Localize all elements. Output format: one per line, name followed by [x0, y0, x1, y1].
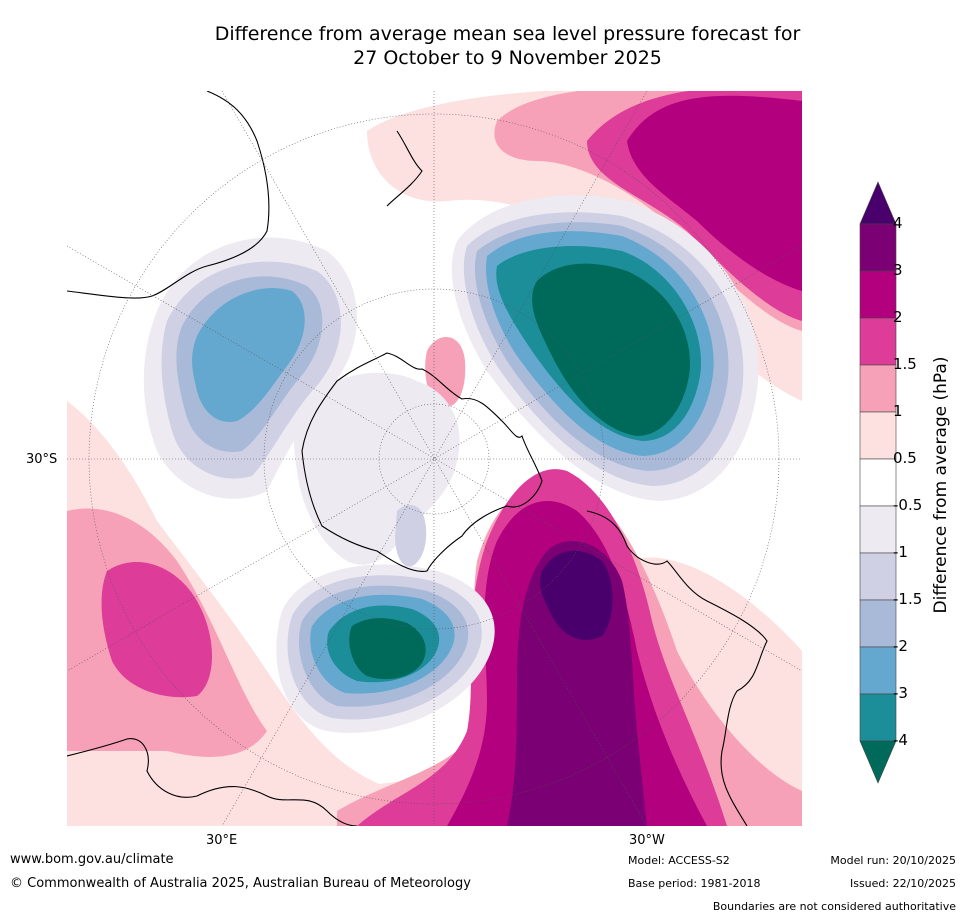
graticule-meridian-diag2 — [221, 91, 648, 826]
new-zealand-coastline — [386, 130, 423, 207]
map-title-line2: 27 October to 9 November 2025 — [353, 47, 662, 69]
map-title-line1: Difference from average mean sea level p… — [214, 23, 801, 45]
longitude-label-30e: 30°E — [206, 833, 238, 848]
south-america-coastline — [586, 510, 768, 826]
colorbar-swatch — [859, 552, 897, 601]
colorbar-tick-label: -1.5 — [893, 590, 923, 608]
africa-coastline — [67, 738, 358, 826]
boundary-disclaimer: Boundaries are not considered authoritat… — [712, 900, 956, 913]
issued-date: Issued: 22/10/2025 — [849, 877, 956, 890]
antarctica-coastline — [301, 352, 543, 572]
anomaly-region-neg-4-south — [349, 618, 426, 680]
colorbar-swatch — [859, 317, 897, 366]
colorbar-swatch — [859, 505, 897, 554]
colorbar-tick-label: 3 — [893, 261, 903, 279]
graticule — [67, 91, 802, 826]
model-name: Model: ACCESS-S2 — [628, 854, 730, 867]
base-period: Base period: 1981-2018 — [628, 877, 761, 890]
colorbar-swatch — [859, 364, 897, 413]
pressure-anomaly-map — [67, 91, 802, 826]
colorbar-tick-label: 2 — [893, 308, 903, 326]
colorbar-tick-label: 1 — [893, 402, 903, 420]
graticule-meridian-diag3 — [221, 91, 648, 826]
coastlines — [67, 91, 768, 826]
colorbar-swatch — [859, 223, 897, 272]
colorbar-swatch — [859, 411, 897, 460]
anomaly-region-pos-4-south — [540, 550, 613, 640]
colorbar-swatches — [859, 181, 897, 784]
longitude-label-30w: 30°W — [629, 833, 665, 848]
colorbar-swatch — [859, 270, 897, 319]
australia-coastline — [67, 91, 270, 299]
colorbar-tick-label: -4 — [893, 731, 908, 749]
colorbar-tick-label: 1.5 — [893, 355, 917, 373]
website-link[interactable]: www.bom.gov.au/climate — [10, 852, 174, 867]
colorbar-swatch — [859, 458, 897, 507]
anomaly-region-neg-4-northeast — [532, 263, 690, 436]
colorbar-tick-label: -2 — [893, 637, 908, 655]
anomaly-region-pos-1-ross — [425, 337, 466, 407]
anomaly-region-pos-1.5-west — [101, 562, 212, 698]
anomaly-region-pos-2-northeast — [627, 95, 802, 292]
colorbar-tick-label: -0.5 — [893, 496, 923, 514]
anomaly-region-neg-2-west — [192, 288, 305, 422]
graticule-meridian-diag1 — [67, 245, 802, 672]
colorbar-extend-bottom — [859, 740, 897, 784]
colorbar-tick-label: -1 — [893, 543, 908, 561]
latitude-label-30s: 30°S — [26, 452, 58, 467]
anomaly-region-neg-1-antarctica — [395, 505, 427, 567]
colorbar-tick-label: 0.5 — [893, 449, 917, 467]
colorbar-swatch — [859, 599, 897, 648]
colorbar-swatch — [859, 693, 897, 742]
copyright-text: © Commonwealth of Australia 2025, Austra… — [10, 876, 471, 891]
colorbar — [859, 181, 897, 784]
colorbar-tick-label: 4 — [893, 214, 903, 232]
colorbar-swatch — [859, 646, 897, 695]
graticule-meridian-diag4 — [67, 245, 802, 672]
colorbar-extend-top — [859, 181, 897, 225]
colorbar-tick-label: -3 — [893, 684, 908, 702]
colorbar-title: Difference from average (hPa) — [931, 356, 951, 614]
model-run-date: Model run: 20/10/2025 — [830, 854, 956, 867]
